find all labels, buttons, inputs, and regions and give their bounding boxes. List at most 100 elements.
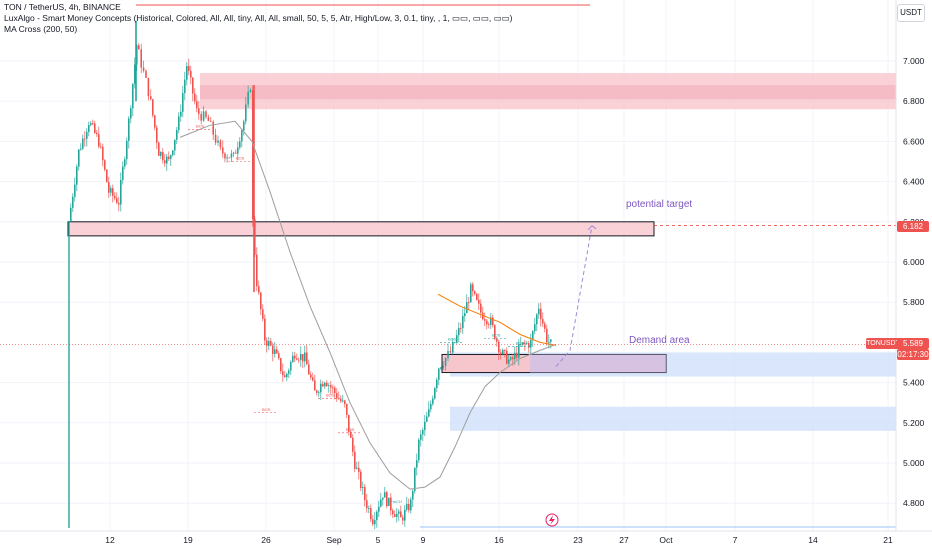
projection-path bbox=[555, 225, 593, 367]
candle-down bbox=[480, 303, 482, 313]
candle-down bbox=[266, 340, 268, 346]
candle-down bbox=[200, 113, 202, 121]
candle-down bbox=[258, 286, 260, 293]
candle-up bbox=[538, 308, 540, 315]
candle-up bbox=[414, 467, 416, 492]
ma-slow-line bbox=[179, 120, 557, 490]
overlap-zone bbox=[530, 354, 666, 373]
candle-down bbox=[360, 471, 362, 488]
date-tick-label: 19 bbox=[183, 535, 193, 545]
candle-up bbox=[132, 83, 134, 109]
candle-up bbox=[456, 335, 458, 343]
candle-up bbox=[304, 352, 306, 362]
date-tick-label: Oct bbox=[659, 535, 673, 545]
price-tick-label: 4.800 bbox=[903, 498, 925, 508]
price-tick-label: 6.000 bbox=[903, 257, 925, 267]
structure-label-choch: CHoCH bbox=[388, 499, 402, 504]
candle-down bbox=[196, 101, 198, 109]
candle-down bbox=[494, 325, 496, 339]
candle-up bbox=[362, 487, 364, 488]
price-axis[interactable]: 7.0006.8006.6006.4006.2006.0005.8005.400… bbox=[903, 56, 925, 508]
candle-down bbox=[145, 70, 147, 78]
candle-up bbox=[237, 147, 239, 154]
candle-down bbox=[468, 302, 470, 303]
candle-down bbox=[198, 108, 200, 114]
candle-down bbox=[298, 359, 300, 361]
candle-up bbox=[447, 351, 449, 358]
candle-up bbox=[72, 196, 74, 208]
candle-down bbox=[334, 387, 336, 394]
candle-up bbox=[374, 520, 376, 525]
candle-up bbox=[342, 400, 344, 402]
candle-up bbox=[170, 155, 172, 159]
candle-up bbox=[378, 506, 380, 512]
candle-up bbox=[80, 148, 82, 150]
supply-zone bbox=[68, 221, 654, 236]
grid bbox=[0, 0, 896, 531]
currency-button[interactable]: USDT bbox=[897, 4, 925, 22]
countdown-tag: 02:17:30 bbox=[897, 349, 929, 360]
candle-up bbox=[464, 313, 466, 317]
candle-down bbox=[112, 188, 114, 196]
candle-down bbox=[340, 398, 342, 402]
chart-legend: TON / TetherUS, 4h, BINANCE LuxAlgo - Sm… bbox=[4, 2, 512, 35]
candle-up bbox=[452, 342, 454, 353]
candle-down bbox=[524, 342, 526, 344]
candle-down bbox=[544, 323, 546, 329]
price-tick-label: 5.800 bbox=[903, 297, 925, 307]
candle-down bbox=[224, 153, 226, 159]
candle-down bbox=[308, 364, 310, 375]
candle-down bbox=[500, 352, 502, 355]
date-tick-label: Sep bbox=[326, 535, 341, 545]
candle-down bbox=[278, 353, 280, 359]
candle-up bbox=[76, 166, 78, 185]
candle-up bbox=[534, 324, 536, 332]
indicator-smc[interactable]: LuxAlgo - Smart Money Concepts (Historic… bbox=[4, 13, 513, 23]
candle-down bbox=[138, 45, 140, 50]
candle-down bbox=[488, 324, 490, 326]
candle-up bbox=[180, 111, 182, 117]
candle-down bbox=[114, 195, 116, 199]
candle-up bbox=[518, 344, 520, 358]
candle-down bbox=[152, 99, 154, 116]
candle-down bbox=[210, 120, 212, 122]
candle-down bbox=[496, 338, 498, 342]
candle-up bbox=[508, 359, 510, 364]
symbol-title[interactable]: TON / TetherUS, 4h, BINANCE bbox=[4, 2, 121, 12]
candle-down bbox=[386, 492, 388, 506]
candle-up bbox=[300, 354, 302, 360]
candle-down bbox=[162, 151, 164, 161]
candle-up bbox=[82, 138, 84, 149]
candle-down bbox=[484, 319, 486, 321]
candle-up bbox=[428, 409, 430, 417]
candle-down bbox=[350, 431, 352, 438]
candle-up bbox=[356, 467, 358, 469]
candle-up bbox=[418, 439, 420, 461]
moving-averages bbox=[179, 120, 557, 490]
candle-up bbox=[368, 508, 370, 509]
candle-up bbox=[522, 342, 524, 345]
time-axis[interactable]: 12 19 26 Sep 5 9 16 23 27 Oct 7 14 21 bbox=[105, 535, 893, 545]
projection-arrow bbox=[587, 225, 597, 231]
candle-up bbox=[454, 342, 456, 344]
candle-up bbox=[172, 150, 174, 156]
candle-down bbox=[306, 352, 308, 365]
price-tick-label: 6.600 bbox=[903, 136, 925, 146]
candle-up bbox=[514, 352, 516, 360]
candle-up bbox=[239, 141, 241, 148]
candle-down bbox=[314, 380, 316, 391]
date-tick-label: 23 bbox=[573, 535, 583, 545]
candle-up bbox=[166, 156, 168, 164]
candle-up bbox=[490, 317, 492, 325]
candle-down bbox=[212, 121, 214, 135]
candle-up bbox=[458, 328, 460, 336]
candle-down bbox=[252, 90, 254, 220]
structure-label: BOS bbox=[326, 393, 335, 398]
candle-up bbox=[416, 460, 418, 468]
candle-up bbox=[550, 339, 552, 342]
candle-down bbox=[140, 49, 142, 68]
candle-up bbox=[217, 140, 219, 143]
candle-up bbox=[184, 79, 186, 94]
indicator-ma-cross[interactable]: MA Cross (200, 50) bbox=[4, 24, 78, 34]
